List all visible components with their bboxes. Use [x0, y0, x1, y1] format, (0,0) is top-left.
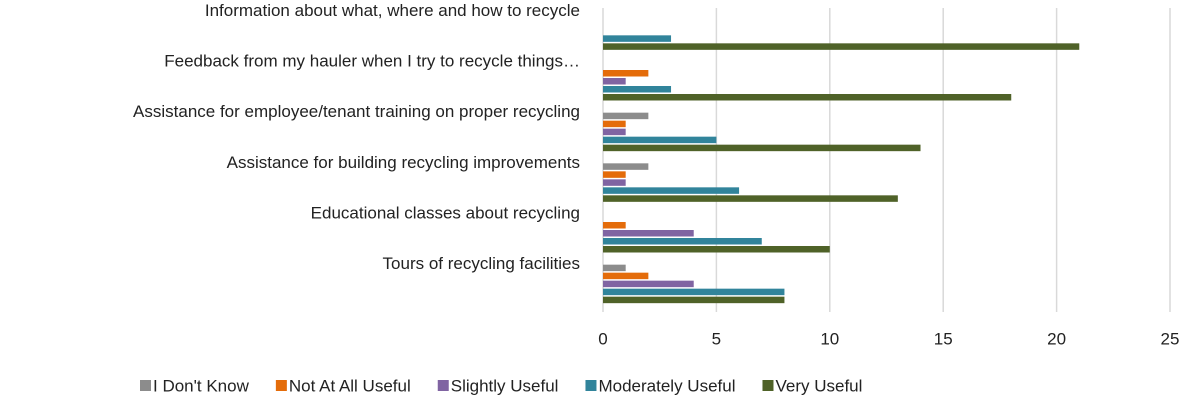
y-tick-label: Assistance for employee/tenant training …: [133, 102, 580, 121]
bar: [603, 272, 649, 280]
bar: [603, 171, 626, 178]
bar: [603, 264, 626, 272]
y-tick-label: Tours of recycling facilities: [383, 254, 580, 273]
legend-label: Moderately Useful: [598, 376, 735, 395]
x-tick-label: 25: [1161, 329, 1180, 348]
legend-label: I Don't Know: [153, 376, 250, 395]
legend-label: Slightly Useful: [451, 376, 559, 395]
y-tick-label: Information about what, where and how to…: [205, 1, 580, 20]
legend-swatch: [762, 380, 774, 391]
x-tick-label: 20: [1047, 329, 1066, 348]
bar: [603, 136, 717, 144]
bar: [603, 78, 626, 85]
bar: [603, 94, 1012, 101]
bar: [603, 187, 740, 194]
x-tick-label: 15: [934, 329, 953, 348]
bar: [603, 86, 672, 93]
bar: [603, 144, 921, 152]
x-tick-label: 10: [820, 329, 839, 348]
legend-swatch: [275, 380, 287, 391]
legend-label: Very Useful: [775, 376, 862, 395]
bar: [603, 288, 785, 296]
legend-label: Not At All Useful: [289, 376, 411, 395]
bar: [603, 296, 785, 304]
bar: [603, 35, 672, 42]
legend-swatch: [585, 380, 597, 391]
legend-swatch: [437, 380, 449, 391]
bar: [603, 163, 649, 170]
y-tick-label: Assistance for building recycling improv…: [227, 153, 580, 172]
x-tick-label: 0: [598, 329, 607, 348]
y-tick-label: Feedback from my hauler when I try to re…: [164, 51, 580, 70]
legend-swatch: [140, 380, 151, 391]
bar: [603, 238, 762, 245]
bar: [603, 222, 626, 229]
x-tick-label: 5: [712, 329, 721, 348]
bar: [603, 128, 626, 136]
bar: [603, 43, 1080, 50]
y-tick-label: Educational classes about recycling: [311, 203, 580, 222]
bar: [603, 230, 694, 237]
bar: [603, 112, 649, 120]
bar: [603, 280, 694, 288]
bar: [603, 120, 626, 128]
bar: [603, 195, 898, 202]
bar: [603, 246, 830, 253]
bar: [603, 179, 626, 186]
bar: [603, 70, 649, 77]
